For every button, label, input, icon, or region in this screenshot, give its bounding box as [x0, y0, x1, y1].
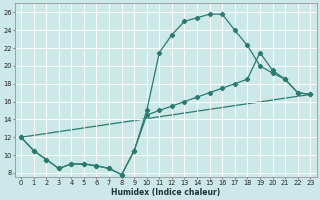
- X-axis label: Humidex (Indice chaleur): Humidex (Indice chaleur): [111, 188, 220, 197]
